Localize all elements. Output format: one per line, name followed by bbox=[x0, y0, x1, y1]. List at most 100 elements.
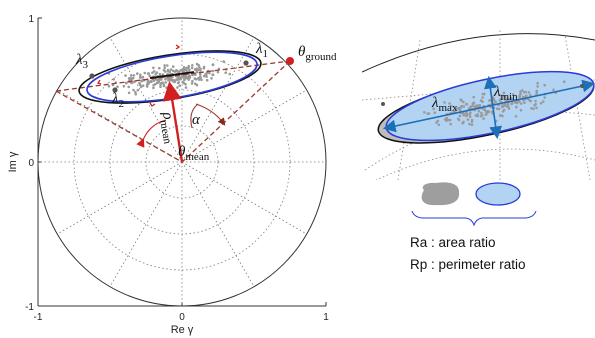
scatter-point bbox=[205, 78, 209, 82]
scatter-point bbox=[198, 65, 201, 69]
zoom-scatter-point bbox=[519, 102, 523, 105]
alpha-label: α bbox=[192, 112, 201, 128]
zoom-scatter-point bbox=[507, 107, 511, 110]
scatter-point bbox=[125, 81, 128, 85]
zoom-scatter-point bbox=[476, 114, 480, 118]
lambda-max-label: λmax bbox=[431, 95, 458, 114]
zoom-scatter-point bbox=[449, 122, 453, 126]
scatter-point bbox=[154, 73, 157, 76]
theta-ground-label: θground bbox=[298, 44, 337, 63]
zoom-scatter-point bbox=[423, 111, 426, 114]
scatter-point bbox=[164, 78, 167, 81]
ellipse-marker-top bbox=[175, 44, 181, 50]
scatter-point bbox=[194, 78, 198, 81]
zoom-scatter-point bbox=[458, 108, 462, 112]
scatter-point bbox=[163, 66, 167, 70]
scatter-point bbox=[195, 69, 199, 72]
scatter-point bbox=[179, 77, 182, 80]
lambda1-point bbox=[243, 60, 249, 66]
alpha-arc bbox=[195, 103, 226, 126]
zoom-scatter-point bbox=[481, 92, 485, 96]
zoom-scatter-point bbox=[469, 111, 472, 114]
scatter-point bbox=[210, 77, 213, 80]
scatter-point bbox=[163, 64, 166, 67]
scatter-point bbox=[204, 73, 207, 76]
zoom-scatter-point bbox=[533, 103, 536, 107]
lambda2-label: λ2 bbox=[111, 91, 124, 110]
zoom-scatter-point bbox=[474, 104, 478, 108]
scatter-point bbox=[191, 79, 194, 83]
zoom-scatter-point bbox=[462, 100, 465, 104]
scatter-point bbox=[176, 81, 180, 85]
scatter-point bbox=[184, 76, 188, 79]
x-tick-mid: 0 bbox=[179, 312, 185, 323]
scatter-point bbox=[211, 73, 215, 76]
zoom-scatter-point bbox=[426, 112, 430, 115]
zoom-scatter-point bbox=[494, 100, 498, 104]
scatter-point bbox=[124, 74, 127, 77]
ground-point bbox=[286, 57, 294, 65]
minor-axis-arrow bbox=[483, 75, 503, 140]
gray-shape-icon bbox=[421, 182, 460, 206]
zoom-scatter-point bbox=[534, 99, 537, 103]
zoom-scatter-point bbox=[462, 105, 466, 108]
zoom-scatter-point bbox=[468, 122, 471, 126]
zoom-scatter-point bbox=[523, 101, 526, 104]
scatter-point bbox=[224, 71, 227, 74]
scatter-point bbox=[107, 84, 111, 88]
zoom-scatter-point bbox=[529, 99, 533, 103]
scatter-point bbox=[112, 78, 115, 81]
zoom-scatter-point bbox=[469, 105, 473, 109]
scatter-point bbox=[146, 72, 150, 75]
scatter-point bbox=[169, 68, 173, 71]
scatter-point bbox=[194, 82, 197, 85]
right-zoom-plot: λmax λmin bbox=[362, 30, 595, 180]
zoom-scatter-point bbox=[481, 96, 484, 99]
zoom-scatter-point bbox=[433, 111, 437, 114]
zoom-scatter-point bbox=[481, 100, 484, 103]
zoom-scatter-point bbox=[487, 110, 490, 113]
scatter-point bbox=[140, 79, 143, 83]
zoom-scatter-point bbox=[539, 101, 543, 105]
scatter-point bbox=[143, 71, 147, 75]
scatter-point bbox=[152, 86, 155, 90]
zoom-scatter-point bbox=[499, 114, 502, 117]
scatter-point bbox=[190, 82, 194, 85]
scatter-point bbox=[122, 84, 126, 88]
scatter-point bbox=[199, 69, 202, 72]
lambda3-point bbox=[89, 73, 95, 79]
zoom-scatter-point bbox=[456, 117, 460, 121]
zoom-scatter-point bbox=[530, 107, 533, 110]
zoom-scatter-point bbox=[445, 118, 448, 122]
zoom-scatter-point bbox=[519, 108, 523, 112]
legend: Ra : area ratio Rp : perimeter ratio bbox=[410, 182, 537, 272]
scatter-point bbox=[202, 67, 206, 70]
scatter-point bbox=[211, 63, 215, 66]
zoom-scatter-point bbox=[465, 102, 469, 106]
alpha-arc-inner bbox=[190, 103, 199, 129]
scatter-point bbox=[158, 66, 161, 70]
scatter-point bbox=[195, 62, 199, 66]
x-axis-label: Re γ bbox=[171, 324, 194, 336]
y-tick-mid: 0 bbox=[28, 158, 34, 169]
scatter-point bbox=[146, 85, 149, 88]
scatter-point bbox=[162, 83, 165, 86]
zoom-scatter-point bbox=[470, 123, 474, 127]
scatter-point bbox=[127, 91, 131, 95]
scatter-point bbox=[188, 68, 191, 71]
zoom-scatter-point bbox=[514, 115, 518, 118]
scatter-point bbox=[183, 78, 186, 82]
scatter-point bbox=[187, 64, 191, 68]
lambda2-point bbox=[112, 87, 118, 93]
zoom-scatter-point bbox=[436, 119, 440, 123]
theta-mean-arc bbox=[136, 119, 167, 148]
zoom-scatter-point bbox=[536, 81, 539, 85]
scatter-point bbox=[208, 71, 211, 75]
zoom-scatter-point bbox=[521, 89, 524, 92]
scatter-point bbox=[199, 76, 202, 80]
scatter-point bbox=[194, 73, 197, 76]
scatter-point bbox=[200, 78, 203, 82]
zoom-scatter-point bbox=[543, 96, 546, 99]
scatter-point bbox=[134, 90, 137, 94]
zoom-scatter-point bbox=[448, 118, 452, 122]
